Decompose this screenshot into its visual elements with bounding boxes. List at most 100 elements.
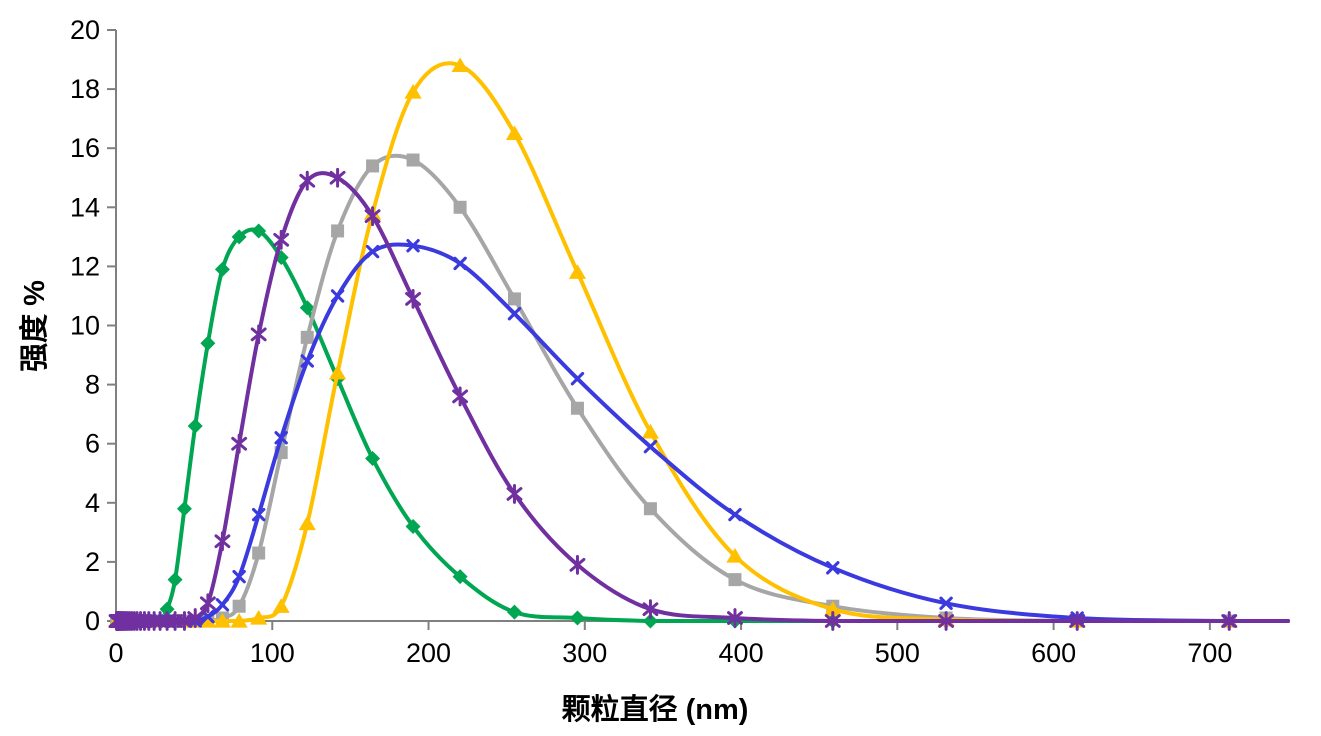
diamond-marker: [452, 569, 468, 585]
asterisk-marker: [506, 487, 523, 501]
y-axis-tick-label: 4: [85, 488, 100, 518]
asterisk-marker: [199, 596, 216, 611]
triangle-marker: [451, 57, 469, 73]
yellow-series-group: [108, 57, 1290, 628]
blue-series-line: [114, 242, 1290, 623]
y-axis-title: 强度 %: [18, 280, 51, 372]
x-marker: [300, 354, 314, 368]
diamond-marker: [214, 261, 230, 277]
asterisk-marker: [938, 614, 955, 628]
gray-series-markers: [110, 153, 1236, 628]
x-axis-tick-label: 500: [875, 638, 920, 668]
x-marker: [406, 239, 420, 253]
asterisk-marker: [569, 557, 586, 572]
asterisk-marker: [824, 614, 841, 628]
asterisk-marker: [452, 389, 469, 404]
x-axis-tick-label: 600: [1031, 638, 1076, 668]
blue-series-markers: [109, 239, 1236, 628]
triangle-marker: [568, 264, 587, 279]
triangle-marker: [298, 515, 316, 531]
asterisk-marker: [176, 614, 193, 628]
asterisk-marker: [329, 170, 346, 185]
triangle-marker: [641, 423, 660, 439]
asterisk-marker: [231, 436, 248, 451]
square-marker: [300, 330, 314, 344]
square-marker: [643, 502, 657, 516]
y-axis-tick-label: 16: [70, 133, 100, 163]
triangle-marker: [272, 598, 290, 613]
x-marker: [365, 244, 380, 259]
x-marker: [939, 596, 953, 610]
asterisk-marker: [364, 209, 381, 224]
purple-series-markers: [108, 167, 1238, 631]
asterisk-marker: [1221, 614, 1238, 628]
diamond-marker: [200, 335, 216, 351]
y-axis-tick-label: 14: [70, 192, 100, 222]
diamond-marker: [159, 601, 175, 617]
square-marker: [570, 401, 584, 415]
x-axis-title: 颗粒直径 (nm): [562, 693, 749, 726]
diamond-marker: [299, 300, 315, 316]
triangle-marker: [505, 125, 524, 141]
asterisk-marker: [1069, 614, 1086, 628]
square-marker: [728, 573, 742, 587]
triangle-marker: [250, 610, 268, 625]
x-marker: [507, 306, 522, 321]
blue-series-group: [109, 239, 1290, 628]
diamond-marker: [506, 604, 522, 620]
triangle-marker: [213, 613, 232, 628]
x-marker: [201, 609, 215, 624]
gray-series-line: [114, 153, 1290, 624]
x-axis-tick-label: 400: [719, 638, 764, 668]
x-axis-tick-label: 200: [406, 638, 451, 668]
square-marker: [252, 546, 266, 560]
triangle-marker: [726, 547, 744, 563]
diamond-marker: [405, 518, 421, 534]
square-marker: [453, 200, 467, 214]
triangle-marker: [199, 613, 217, 628]
diamond-marker: [231, 229, 247, 245]
diamond-marker: [642, 613, 658, 629]
diamond-marker: [569, 610, 585, 626]
asterisk-marker: [250, 327, 267, 342]
asterisk-marker: [214, 534, 231, 549]
diamond-marker: [176, 501, 192, 517]
x-marker: [728, 507, 742, 522]
asterisk-marker: [642, 602, 659, 617]
triangle-marker: [328, 364, 347, 380]
square-marker: [232, 599, 246, 613]
x-marker: [453, 256, 467, 271]
y-axis-tick-label: 0: [85, 606, 100, 636]
yellow-series-line: [114, 61, 1290, 624]
y-axis-tick-label: 20: [70, 15, 100, 45]
x-axis-tick-label: 100: [250, 638, 295, 668]
asterisk-marker: [405, 292, 421, 306]
diamond-marker: [187, 418, 203, 434]
x-axis-tick-label: 0: [108, 638, 123, 668]
asterisk-marker: [187, 611, 204, 625]
y-axis-tick-label: 10: [70, 311, 100, 341]
x-marker: [826, 561, 840, 575]
diamond-marker: [167, 572, 183, 588]
x-marker: [232, 569, 246, 584]
square-marker: [331, 224, 345, 238]
x-marker: [570, 371, 585, 386]
asterisk-marker: [273, 232, 290, 247]
green-series-line: [114, 227, 1290, 624]
diamond-marker: [251, 223, 267, 239]
green-series-markers: [109, 223, 1237, 629]
yellow-series-markers: [108, 57, 1238, 628]
square-marker: [406, 153, 420, 167]
x-marker: [274, 431, 288, 445]
y-axis-tick-label: 18: [70, 74, 100, 104]
x-marker: [643, 439, 658, 454]
triangle-marker: [404, 84, 422, 99]
x-marker: [330, 289, 345, 303]
triangle-marker: [824, 601, 842, 616]
triangle-marker: [230, 613, 248, 628]
square-marker: [366, 159, 380, 173]
x-marker: [215, 598, 230, 612]
